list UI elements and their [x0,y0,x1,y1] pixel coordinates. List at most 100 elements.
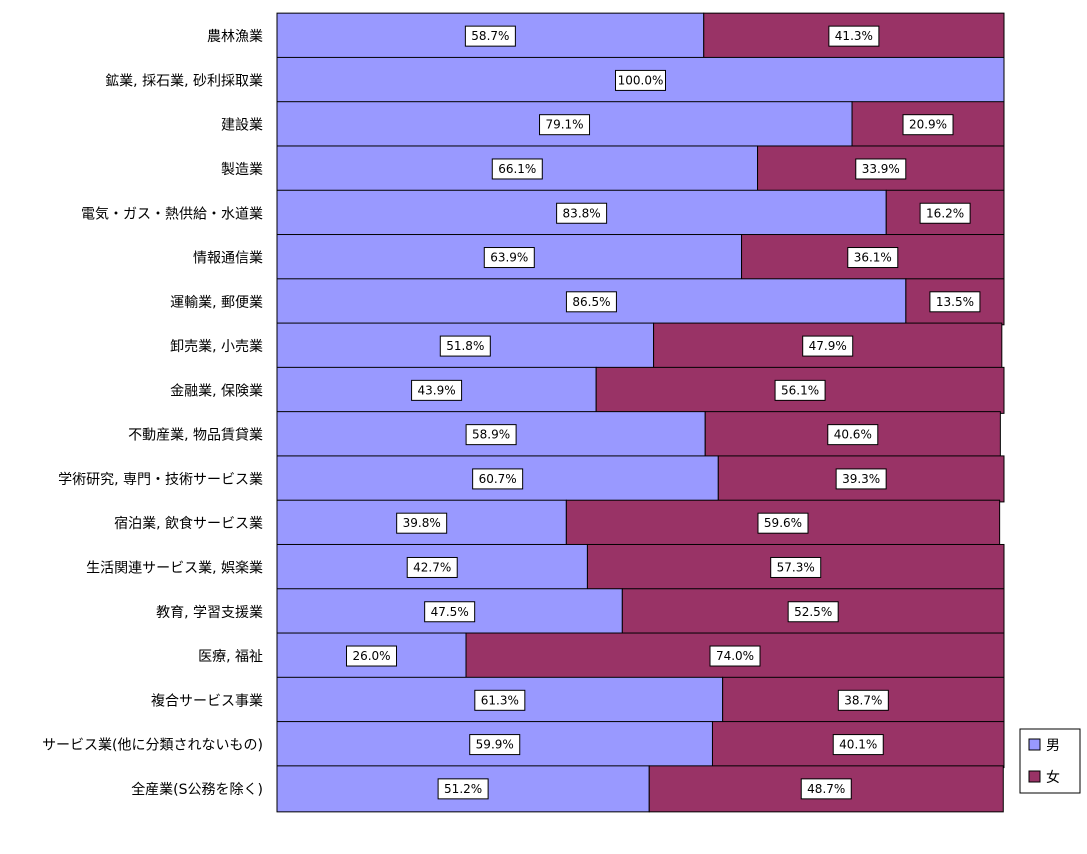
category-label: 医療, 福祉 [198,648,263,665]
data-label: 47.5% [431,605,469,619]
data-label: 47.9% [809,339,847,353]
data-label-box [346,645,398,667]
data-label: 52.5% [794,605,832,619]
category-label: 不動産業, 物品賃貸業 [128,428,263,444]
data-label-box [483,247,535,269]
category-label: 鉱業, 採石業, 砂利採取業 [105,72,263,89]
category-label: 全産業(S公務を除く) [131,781,263,798]
category-label: サービス業(他に分類されないもの) [42,738,263,754]
data-label-box [827,424,879,446]
data-label: 39.8% [403,516,441,530]
bar-male [276,499,567,547]
data-label-box [556,202,608,224]
data-label: 39.3% [842,472,880,486]
category-label: 建設業 [221,118,263,134]
category-label: 複合サービス事業 [151,692,263,709]
category-label: 農林漁業 [207,29,263,45]
category-label: 教育, 学習支援業 [156,605,263,621]
data-label: 42.7% [413,560,451,574]
category-label: 宿泊業, 飲食サービス業 [114,515,263,532]
data-label: 48.7% [807,782,845,796]
legend-label: 男 [1046,738,1060,754]
data-label-box [615,69,666,91]
category-label: 卸売業, 小売業 [170,339,263,355]
data-label: 59.6% [764,516,802,530]
data-label: 33.9% [862,162,900,176]
data-label: 51.2% [444,782,482,796]
bar-male [276,189,887,237]
data-label-box [919,202,971,224]
data-label-box [800,778,852,800]
data-label: 58.9% [472,428,510,442]
legend-swatch [1028,738,1041,751]
data-label-box [787,601,839,623]
data-label-box [539,114,591,136]
data-label: 40.1% [839,738,877,752]
category-label: 運輸業, 郵便業 [170,295,263,311]
data-label: 26.0% [352,649,390,663]
data-label: 58.7% [471,29,509,43]
data-label: 61.3% [481,693,519,707]
category-label: 金融業, 保険業 [170,383,263,399]
data-label: 79.1% [545,118,583,132]
data-label-box [855,158,907,180]
data-label: 74.0% [716,649,754,663]
data-label-box [709,645,761,667]
category-label: 電気・ガス・熱供給・水道業 [81,206,263,222]
data-label: 66.1% [498,162,536,176]
bars-group [276,12,1005,813]
data-label-box [437,778,489,800]
data-label-box [770,556,822,578]
data-label-box [847,247,899,269]
data-label-box [469,734,521,756]
data-label: 13.5% [936,295,974,309]
data-label: 86.5% [572,295,610,309]
data-label-box [472,468,524,490]
data-label-box [828,25,880,47]
value-labels: 58.7% 41.3% 100.0% 79.1% 20.9% 66.1% 33.9% 83.8… [346,25,981,800]
category-label: 製造業 [221,162,263,178]
category-label: 学術研究, 専門・技術サービス業 [58,472,263,488]
data-label-box [929,291,981,313]
legend: 男女 [1019,728,1081,794]
data-label: 20.9% [909,118,947,132]
data-label-box [411,379,463,401]
category-label: 生活関連サービス業, 娯楽業 [86,560,263,576]
data-label: 36.1% [854,251,892,265]
data-label-box [902,114,954,136]
data-label: 56.1% [781,383,819,397]
bar-male [276,322,655,370]
category-label: 情報通信業 [193,251,263,267]
data-label-box [464,25,516,47]
data-label-box [837,689,889,711]
data-label-box [424,601,476,623]
data-label-box [439,335,491,357]
legend-label: 女 [1046,769,1060,786]
data-label-box [491,158,543,180]
data-label: 100.0% [618,73,664,87]
data-label-box [465,424,517,446]
legend-swatch [1028,770,1041,783]
data-label: 43.9% [418,383,456,397]
data-label: 51.8% [446,339,484,353]
data-label: 83.8% [563,206,601,220]
data-label: 63.9% [490,251,528,265]
data-label: 38.7% [844,693,882,707]
data-label-box [802,335,854,357]
data-label-box [832,734,884,756]
data-label: 41.3% [835,29,873,43]
data-label: 16.2% [926,206,964,220]
data-label-box [406,556,458,578]
data-label: 60.7% [479,472,517,486]
data-label: 40.6% [834,428,872,442]
data-label-box [396,512,448,534]
data-label-box [835,468,887,490]
data-label: 57.3% [777,560,815,574]
data-label: 59.9% [476,738,514,752]
bar-female [653,322,1003,370]
data-label-box [474,689,526,711]
data-label-box [774,379,826,401]
data-label-box [757,512,809,534]
